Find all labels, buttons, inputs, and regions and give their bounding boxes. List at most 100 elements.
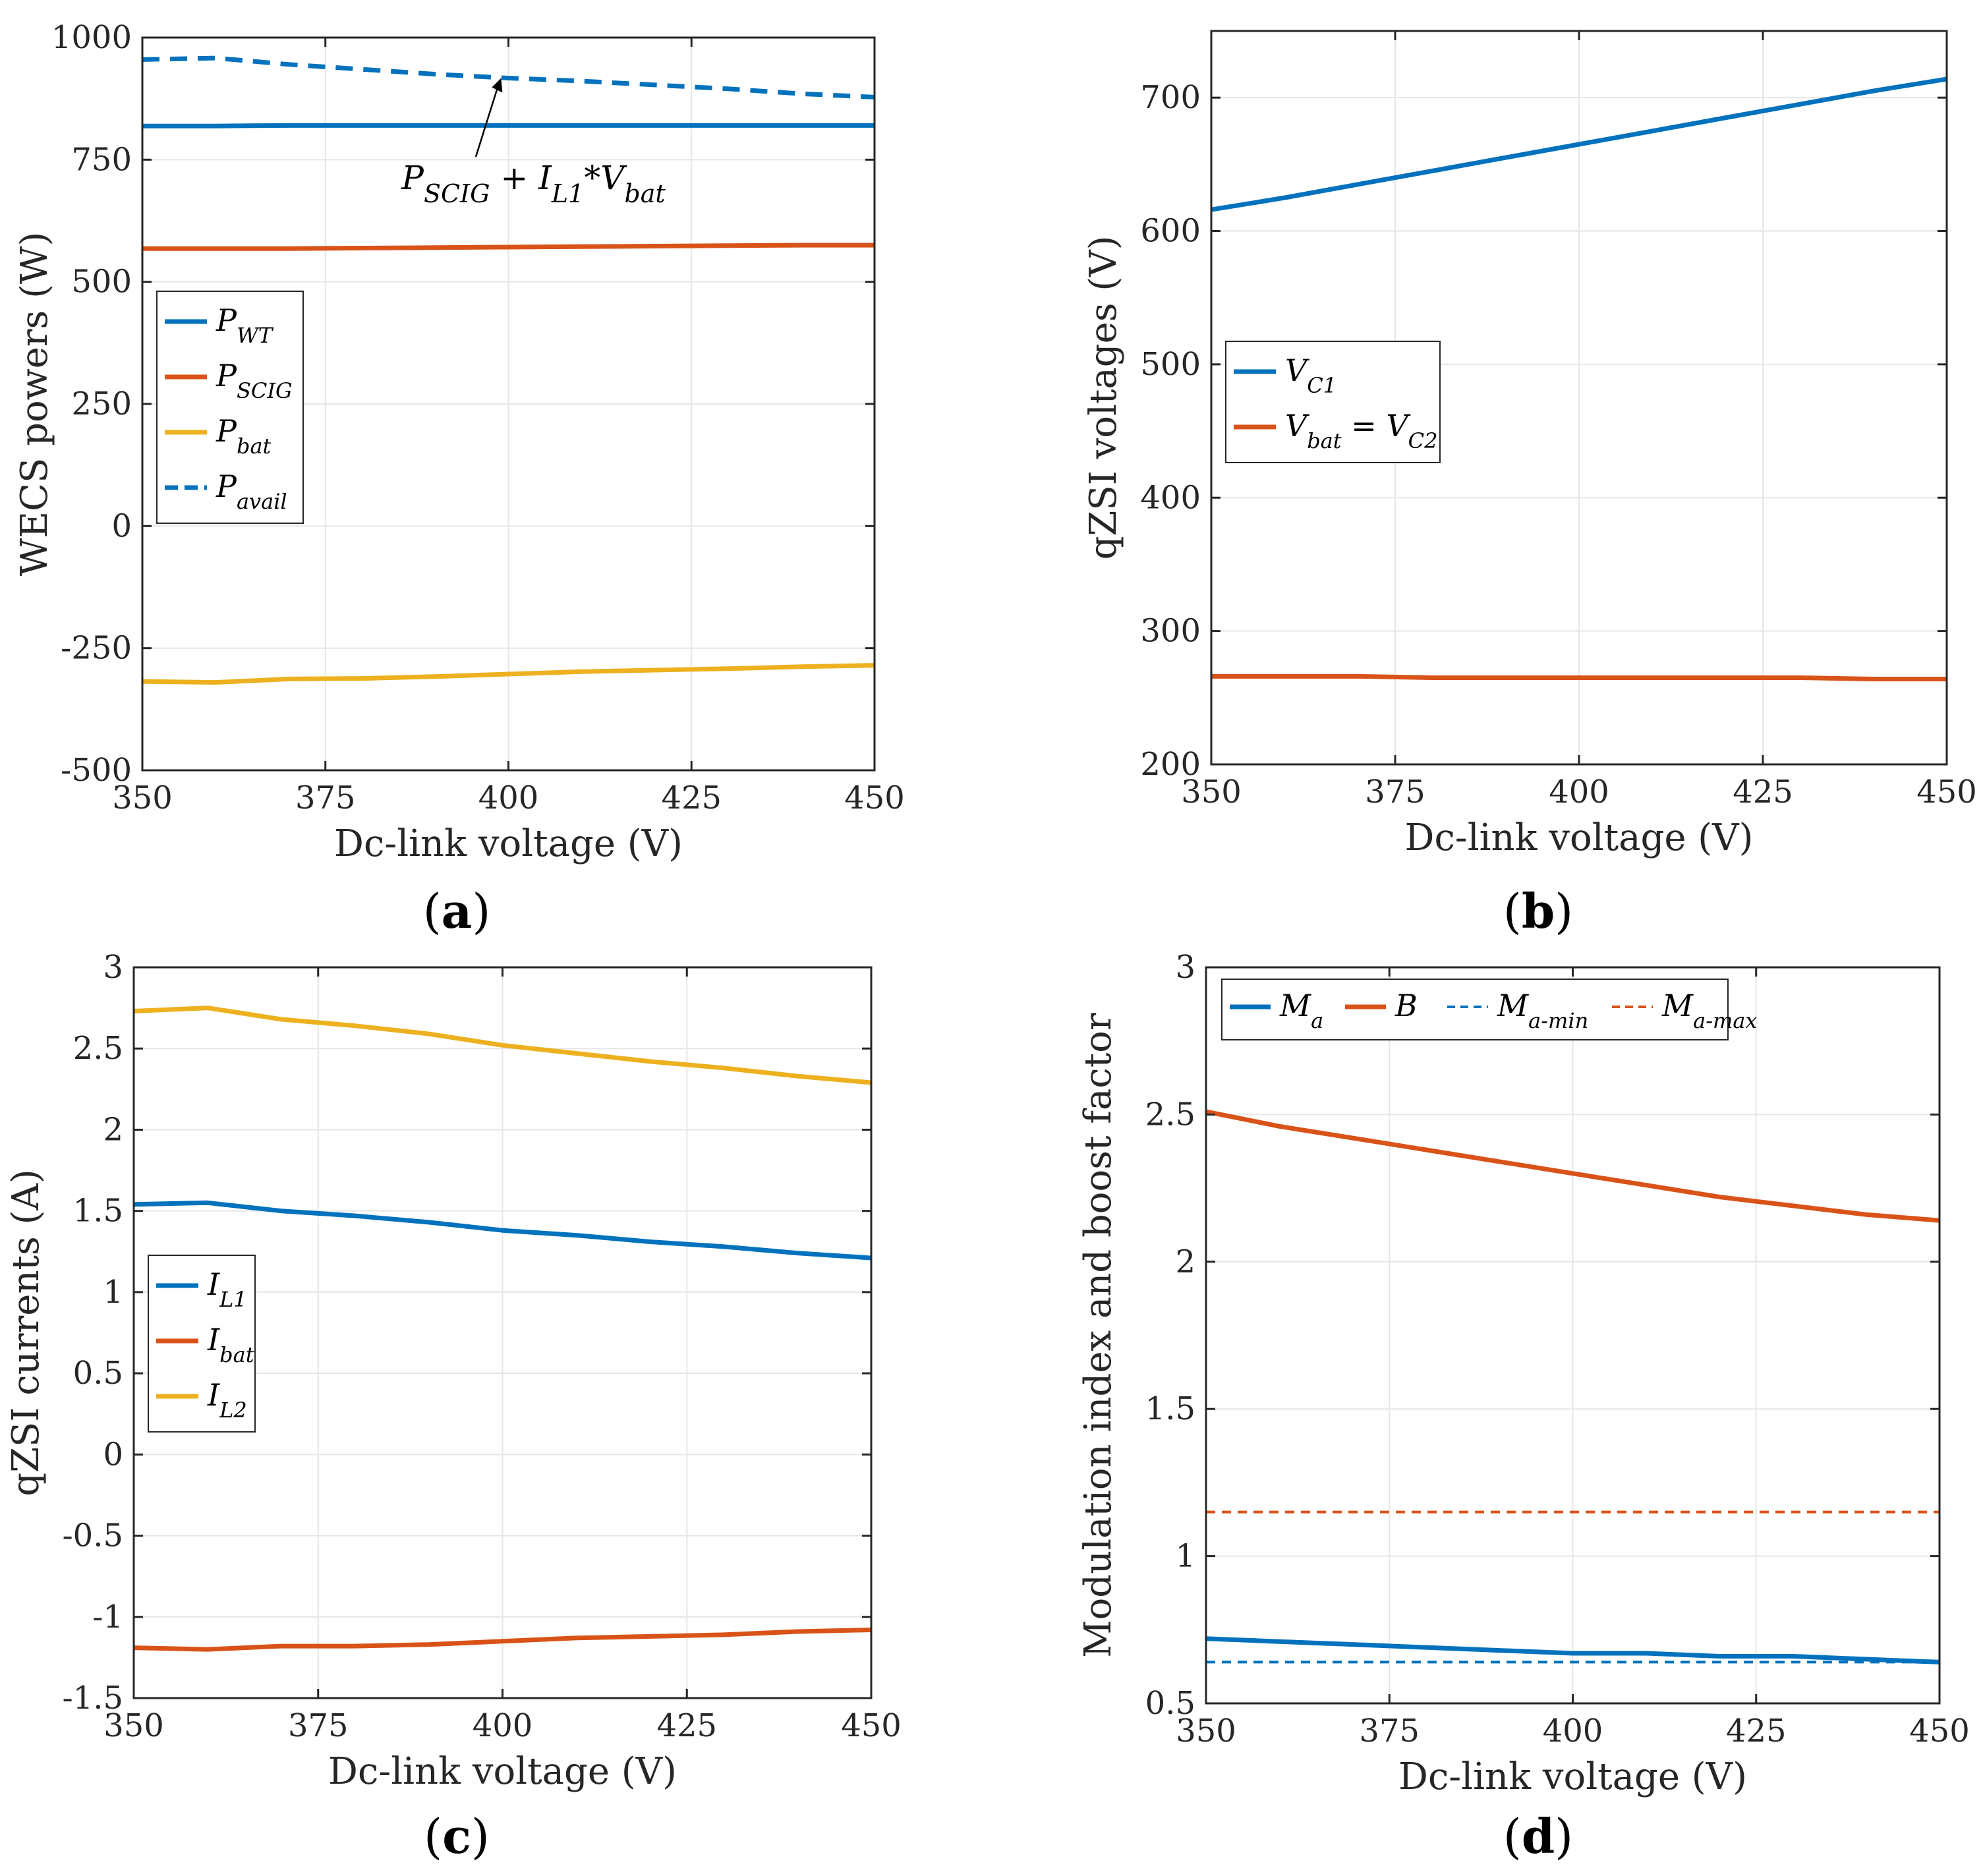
panel-a: 350 375 400 425 450 -500 -250 0 250 500 750 1000 Dc-…	[13, 19, 905, 939]
legend-label: IL2	[207, 1377, 247, 1423]
y-tick-label: 700	[1140, 79, 1201, 116]
series-line-b	[1205, 1109, 1940, 1223]
y-tick-label: 600	[1140, 213, 1201, 250]
y-axis-label: qZSI currents (A)	[5, 1169, 47, 1496]
x-axis-label: Dc-link voltage (V)	[1405, 816, 1754, 859]
y-tick-label: 500	[71, 264, 132, 300]
legend-label: Vbat = VC2	[1285, 408, 1438, 453]
legend-label: Ibat	[207, 1322, 254, 1367]
y-tick-label: 0	[111, 507, 132, 544]
y-axis-label: Modulation index and boost factor	[1077, 1013, 1120, 1658]
series-line-p-scig	[142, 242, 875, 251]
y-tick-label: 200	[1140, 746, 1201, 783]
legend-label: Ma-max	[1661, 988, 1757, 1033]
y-tick-label: 250	[71, 385, 132, 422]
panel-d: 350 375 400 425 450 0.5 1 1.5 2 2.5 3 Dc-link volta…	[1077, 949, 1970, 1864]
panel-c: 350 375 400 425 450 -1.5 -1 -0.5 0 0.5 1 1.5 2 2.5 3 Dc…	[5, 949, 902, 1864]
series-line-m-a	[1205, 1636, 1940, 1664]
x-axis-label: Dc-link voltage (V)	[334, 822, 683, 865]
legend-label: PWT	[216, 302, 274, 348]
legend: IL1 Ibat IL2	[148, 1255, 256, 1433]
legend-label: Pbat	[216, 413, 272, 459]
series-line-p-wt	[142, 123, 875, 128]
legend: PWT PSCIG Pbat Pavail	[156, 291, 304, 524]
x-tick-label: 350	[103, 1707, 164, 1744]
series-line-i-l2	[133, 1006, 872, 1085]
x-axis-label: Dc-link voltage (V)	[1398, 1755, 1747, 1798]
legend-label: B	[1394, 988, 1418, 1023]
legend: VC1 Vbat = VC2	[1225, 341, 1441, 463]
panel-label: (b)	[1503, 883, 1574, 939]
y-tick-label: 0.5	[1145, 1685, 1195, 1722]
series-line-p-avail	[142, 55, 875, 99]
x-tick-label: 350	[1181, 774, 1242, 810]
series-line-v-c1	[1211, 76, 1947, 212]
y-axis-label: qZSI voltages (V)	[1082, 236, 1125, 560]
y-tick-label: -1	[92, 1599, 123, 1635]
x-tick-label: 425	[661, 780, 722, 816]
panel-label: (c)	[424, 1808, 490, 1864]
y-tick-label: 1000	[51, 19, 132, 56]
x-tick-label: 350	[112, 780, 173, 816]
x-tick-label: 375	[288, 1707, 349, 1744]
annotation-text: PSCIG + IL1*Vbat	[401, 159, 666, 208]
y-tick-label: 2.5	[73, 1030, 123, 1067]
y-tick-label: 0.5	[73, 1355, 123, 1392]
y-tick-label: 500	[1140, 346, 1201, 383]
x-tick-label: 400	[473, 1707, 533, 1744]
x-tick-label: 375	[1359, 1713, 1420, 1749]
y-tick-label: 1.5	[73, 1193, 123, 1230]
y-tick-label: 300	[1140, 613, 1201, 650]
x-tick-label: 375	[295, 780, 356, 816]
y-tick-label: -500	[61, 752, 132, 789]
legend-label: PSCIG	[216, 358, 293, 403]
y-tick-label: 2	[1175, 1243, 1195, 1280]
legend-label: Ma-min	[1497, 988, 1588, 1033]
x-tick-label: 375	[1365, 774, 1425, 810]
series-line-i-l1	[133, 1200, 872, 1261]
legend-box	[1221, 979, 1729, 1040]
x-tick-label: 450	[1909, 1713, 1970, 1749]
panel-label: (a)	[423, 883, 491, 939]
x-tick-label: 400	[478, 780, 539, 816]
y-tick-label: 750	[71, 141, 132, 178]
y-tick-label: 1	[1175, 1538, 1195, 1575]
x-tick-label: 350	[1176, 1713, 1236, 1749]
x-axis-label: Dc-link voltage (V)	[328, 1750, 677, 1793]
y-tick-label: 2	[103, 1111, 123, 1148]
x-tick-label: 450	[844, 780, 905, 816]
x-tick-label: 425	[656, 1707, 717, 1744]
y-tick-label: 1	[103, 1274, 123, 1311]
panel-b: 350 375 400 425 450 200 300 400 500 600 700 Dc-link…	[1082, 30, 1977, 939]
y-tick-label: -1.5	[62, 1680, 123, 1717]
legend: Ma B Ma-min Ma-max	[1221, 979, 1757, 1040]
series-line-i-bat	[133, 1628, 872, 1652]
x-tick-label: 450	[841, 1707, 902, 1744]
legend-label: IL1	[207, 1266, 247, 1312]
y-tick-label: 400	[1140, 479, 1201, 516]
y-axis-label: WECS powers (W)	[13, 232, 56, 577]
y-tick-label: -250	[61, 630, 132, 667]
y-tick-label: 0	[103, 1436, 123, 1473]
y-tick-label: 3	[103, 949, 123, 986]
x-tick-label: 450	[1916, 774, 1977, 810]
x-tick-label: 400	[1543, 1713, 1603, 1749]
x-tick-label: 425	[1733, 774, 1793, 810]
series-line-p-bat	[142, 663, 875, 685]
panel-label: (d)	[1503, 1808, 1574, 1864]
y-tick-label: -0.5	[62, 1518, 123, 1554]
y-tick-label: 1.5	[1145, 1390, 1195, 1427]
legend-box	[1225, 341, 1441, 463]
y-tick-label: 3	[1175, 949, 1195, 986]
x-tick-label: 400	[1549, 774, 1609, 810]
series-line-v-bat-v-c2	[1211, 673, 1947, 681]
y-tick-label: 2.5	[1145, 1096, 1195, 1133]
annotation-arrow	[474, 84, 500, 157]
legend-box	[156, 291, 304, 524]
legend-label: Ma	[1279, 988, 1323, 1033]
legend-label: VC1	[1285, 353, 1336, 398]
annotation-arrowhead	[492, 78, 503, 93]
x-tick-label: 425	[1726, 1713, 1787, 1749]
legend-label: Pavail	[216, 469, 287, 514]
